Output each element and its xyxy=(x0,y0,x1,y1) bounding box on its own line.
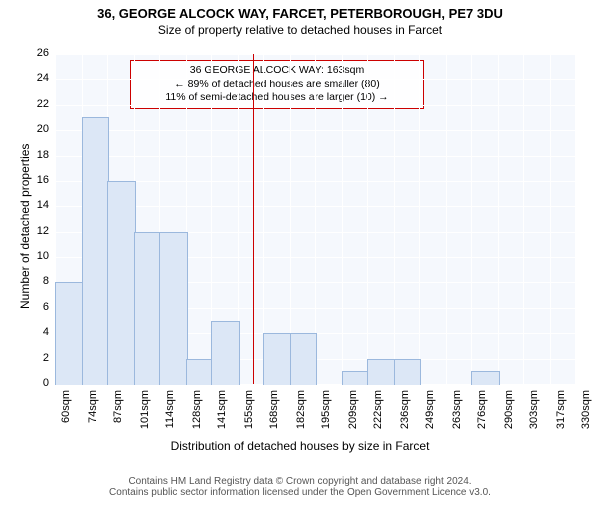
histogram-bar xyxy=(159,232,188,385)
annotation-box: 36 GEORGE ALCOCK WAY: 163sqm ← 89% of de… xyxy=(130,60,424,109)
reference-line xyxy=(253,54,254,384)
x-tick-label: 195sqm xyxy=(320,390,332,430)
x-tick-label: 101sqm xyxy=(139,390,151,430)
gridline-v xyxy=(394,54,395,384)
histogram-bar xyxy=(107,181,136,385)
histogram-bar xyxy=(342,371,369,385)
histogram-bar xyxy=(394,359,421,385)
x-tick-label: 330sqm xyxy=(580,390,592,430)
y-tick-label: 0 xyxy=(25,377,49,389)
x-tick-label: 236sqm xyxy=(399,390,411,430)
y-tick-label: 4 xyxy=(25,326,49,338)
chart-footer: Contains HM Land Registry data © Crown c… xyxy=(0,476,600,498)
gridline-v xyxy=(367,54,368,384)
gridline-v xyxy=(471,54,472,384)
x-tick-label: 276sqm xyxy=(476,390,488,430)
x-tick-label: 74sqm xyxy=(87,390,99,430)
chart-title: 36, GEORGE ALCOCK WAY, FARCET, PETERBORO… xyxy=(0,6,600,21)
x-tick-label: 249sqm xyxy=(424,390,436,430)
x-tick-label: 141sqm xyxy=(216,390,228,430)
x-tick-label: 182sqm xyxy=(295,390,307,430)
x-tick-label: 114sqm xyxy=(164,390,176,430)
histogram-bar xyxy=(55,282,84,385)
y-tick-label: 12 xyxy=(25,225,49,237)
x-tick-label: 168sqm xyxy=(268,390,280,430)
histogram-bar xyxy=(211,321,240,385)
y-tick-label: 16 xyxy=(25,174,49,186)
y-tick-label: 18 xyxy=(25,149,49,161)
histogram-bar xyxy=(471,371,500,385)
y-tick-label: 24 xyxy=(25,72,49,84)
x-tick-label: 60sqm xyxy=(60,390,72,430)
gridline-v xyxy=(498,54,499,384)
gridline-v xyxy=(342,54,343,384)
x-tick-label: 222sqm xyxy=(372,390,384,430)
y-tick-label: 2 xyxy=(25,352,49,364)
gridline-v xyxy=(575,54,576,384)
gridline-v xyxy=(550,54,551,384)
x-tick-label: 209sqm xyxy=(347,390,359,430)
x-tick-label: 155sqm xyxy=(243,390,255,430)
y-tick-label: 22 xyxy=(25,98,49,110)
gridline-v xyxy=(419,54,420,384)
footer-line: Contains public sector information licen… xyxy=(0,487,600,498)
histogram-bar xyxy=(82,117,109,385)
x-tick-label: 317sqm xyxy=(555,390,567,430)
x-axis-label: Distribution of detached houses by size … xyxy=(0,439,600,453)
histogram-bar xyxy=(186,359,213,385)
y-tick-label: 20 xyxy=(25,123,49,135)
gridline-v xyxy=(523,54,524,384)
histogram-bar xyxy=(263,333,292,385)
x-tick-label: 290sqm xyxy=(503,390,515,430)
x-tick-label: 263sqm xyxy=(451,390,463,430)
annotation-line: 11% of semi-detached houses are larger (… xyxy=(137,91,417,105)
gridline-v xyxy=(446,54,447,384)
y-tick-label: 6 xyxy=(25,301,49,313)
y-tick-label: 26 xyxy=(25,47,49,59)
histogram-bar xyxy=(134,232,161,385)
y-tick-label: 8 xyxy=(25,275,49,287)
y-tick-label: 10 xyxy=(25,250,49,262)
chart-container: 36, GEORGE ALCOCK WAY, FARCET, PETERBORO… xyxy=(0,6,600,506)
annotation-line: 36 GEORGE ALCOCK WAY: 163sqm xyxy=(137,64,417,78)
x-tick-label: 87sqm xyxy=(112,390,124,430)
footer-line: Contains HM Land Registry data © Crown c… xyxy=(0,476,600,487)
chart-subtitle: Size of property relative to detached ho… xyxy=(0,23,600,37)
histogram-bar xyxy=(290,333,317,385)
y-tick-label: 14 xyxy=(25,199,49,211)
histogram-bar xyxy=(367,359,396,385)
x-tick-label: 128sqm xyxy=(191,390,203,430)
x-tick-label: 303sqm xyxy=(528,390,540,430)
